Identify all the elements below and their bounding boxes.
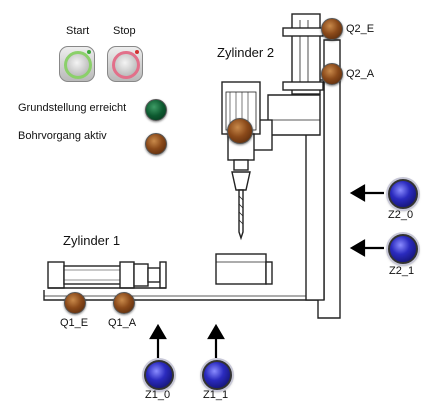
q2-a-lamp (321, 63, 343, 85)
q1-e-lamp (64, 292, 86, 314)
q2-e-label: Q2_E (346, 23, 375, 35)
z1-0-sensor[interactable] (144, 360, 174, 390)
start-button[interactable] (59, 46, 95, 82)
drilling-active-lamp (145, 133, 167, 155)
stop-button[interactable] (107, 46, 143, 82)
start-button-label: Start (66, 25, 90, 37)
q1-e-label: Q1_E (60, 317, 89, 329)
q2-a-label: Q2_A (346, 68, 375, 80)
cylinder1-label: Zylinder 1 (63, 233, 121, 248)
z2-1-sensor[interactable] (388, 234, 418, 264)
spindle-motor-lamp (227, 118, 253, 144)
home-position-lamp (145, 99, 167, 121)
q1-a-label: Q1_A (108, 317, 137, 329)
z2-1-label: Z2_1 (389, 265, 415, 277)
q1-a-lamp (113, 292, 135, 314)
z2-0-label: Z2_0 (388, 209, 414, 221)
stop-button-label: Stop (113, 25, 136, 37)
home-position-label: Grundstellung erreicht (18, 102, 127, 114)
z1-1-sensor[interactable] (202, 360, 232, 390)
drilling-active-label: Bohrvorgang aktiv (18, 130, 107, 142)
q2-e-lamp (321, 18, 343, 40)
z1-1-label: Z1_1 (203, 389, 229, 401)
z1-0-label: Z1_0 (145, 389, 171, 401)
cylinder2-label: Zylinder 2 (217, 45, 275, 60)
z2-0-sensor[interactable] (388, 179, 418, 209)
